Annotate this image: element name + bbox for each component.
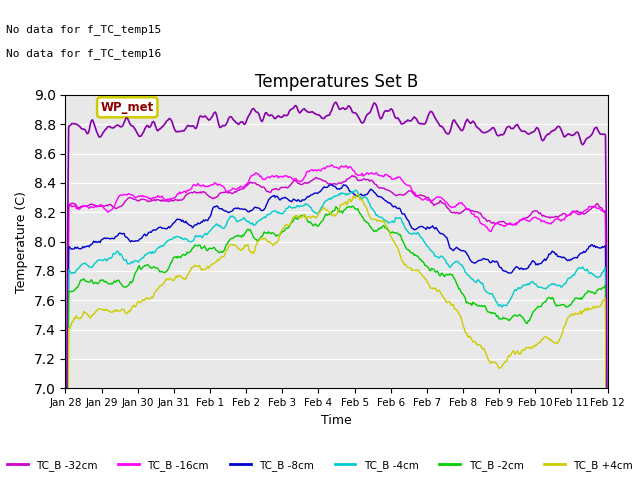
Legend: TC_B -32cm, TC_B -16cm, TC_B -8cm, TC_B -4cm, TC_B -2cm, TC_B +4cm: TC_B -32cm, TC_B -16cm, TC_B -8cm, TC_B … bbox=[3, 456, 637, 475]
Y-axis label: Temperature (C): Temperature (C) bbox=[15, 191, 28, 293]
Text: WP_met: WP_met bbox=[100, 101, 154, 114]
X-axis label: Time: Time bbox=[321, 414, 352, 427]
Text: No data for f_TC_temp15: No data for f_TC_temp15 bbox=[6, 24, 162, 35]
Text: No data for f_TC_temp16: No data for f_TC_temp16 bbox=[6, 48, 162, 59]
Title: Temperatures Set B: Temperatures Set B bbox=[255, 72, 418, 91]
